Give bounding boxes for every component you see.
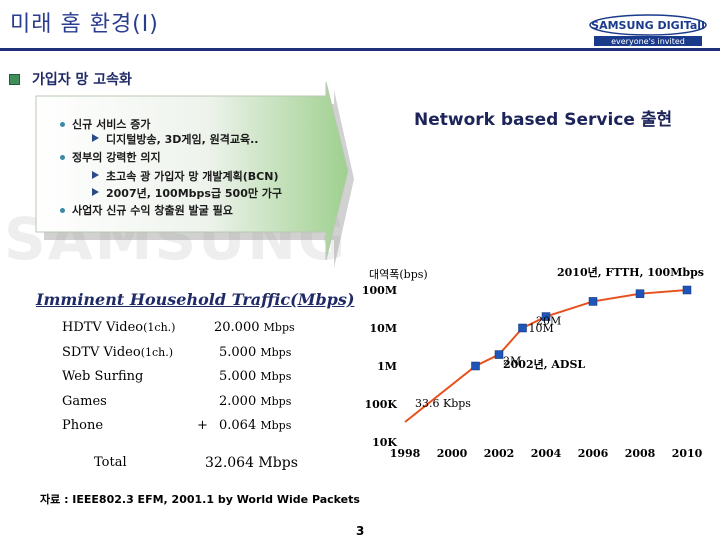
annotation-label: 2002년, ADSL (503, 357, 585, 371)
bullet-dot-icon (60, 208, 65, 213)
sub-bullet-arrow-icon (92, 134, 99, 142)
traffic-row-value: 2.000 Mbps (219, 394, 292, 409)
bullet-item: 사업자 신규 수익 창출원 발굴 필요 (72, 204, 233, 217)
x-tick-label: 1998 (390, 447, 421, 460)
data-point (471, 361, 480, 371)
traffic-row-value: 5.000 Mbps (219, 369, 292, 384)
bullet-dot-icon (60, 155, 65, 160)
sub-bullet-arrow-icon (92, 171, 99, 179)
traffic-total-label: Total (94, 455, 127, 470)
data-point (541, 312, 551, 321)
slide-title: 미래 홈 환경(I) (10, 12, 159, 37)
x-tick-label: 2008 (625, 447, 656, 460)
x-tick-label: 2000 (437, 447, 468, 460)
sub-bullet-item: 초고속 광 가입자 망 개발계획(BCN) (106, 170, 279, 183)
square-bullet-icon (9, 74, 20, 85)
data-point (518, 323, 527, 333)
annotation-label: 2M (503, 355, 521, 368)
x-tick-label: 2004 (531, 447, 562, 460)
traffic-row-value: 20.000 Mbps (214, 320, 295, 335)
annotation-label: 33.6 Kbps (415, 397, 471, 410)
page-number: 3 (356, 524, 365, 538)
traffic-row-label: Web Surfing (62, 369, 144, 384)
bullet-dot-icon (60, 122, 65, 127)
annotation-label: 10M (529, 322, 554, 335)
title-divider (0, 48, 720, 51)
y-tick-label: 10K (372, 436, 397, 449)
y-tick-label: 100M (362, 284, 397, 297)
sub-bullet-item: 2007년, 100Mbps급 500만 가구 (106, 187, 283, 200)
x-tick-label: 2010 (672, 447, 703, 460)
traffic-row-value: 5.000 Mbps (219, 345, 292, 360)
arrow-shape (35, 81, 354, 268)
y-tick-label: 100K (364, 398, 397, 411)
annotation-label: 2010년, FTTH, 100Mbps (557, 265, 704, 279)
traffic-row-value: 0.064 Mbps (219, 418, 292, 433)
traffic-row-label: Games (62, 394, 107, 409)
samsung-digitall-logo: SAMSUNG DIGITall everyone's invited (589, 14, 707, 46)
data-point (588, 297, 598, 306)
svg-text:everyone's invited: everyone's invited (611, 37, 685, 46)
section-heading: 가입자 망 고속화 (32, 72, 132, 88)
x-tick-label: 2006 (578, 447, 609, 460)
bullet-item: 정부의 강력한 의지 (72, 151, 161, 164)
sub-bullet-arrow-icon (92, 188, 99, 196)
traffic-total-value: 32.064 Mbps (205, 455, 298, 471)
traffic-row-operator: + (197, 418, 208, 433)
data-point (635, 289, 645, 298)
traffic-row-label: Phone (62, 418, 104, 433)
source-note: 자료 : IEEE802.3 EFM, 2001.1 by World Wide… (40, 493, 360, 506)
y-axis-label: 대역폭(bps) (369, 268, 428, 281)
y-tick-label: 10M (370, 322, 397, 335)
x-tick-label: 2002 (484, 447, 515, 460)
traffic-row-label: HDTV Video(1ch.) (62, 320, 176, 335)
annotation-label: 20M (536, 315, 561, 328)
bullet-item: 신규 서비스 증가 (72, 118, 151, 131)
data-point (682, 285, 692, 295)
y-tick-label: 1M (377, 360, 397, 373)
bandwidth-chart: 대역폭(bps) 10K 100K 1M 10M 100M 1998 2000 2002 2004… (362, 265, 704, 460)
sub-bullet-item: 디지털방송, 3D게임, 원격교육.. (106, 133, 259, 146)
callout-text: Network based Service 출현 (414, 110, 673, 130)
traffic-heading: Imminent Household Traffic(Mbps) (36, 290, 355, 309)
data-point (494, 350, 504, 359)
svg-text:SAMSUNG DIGITall: SAMSUNG DIGITall (591, 19, 705, 32)
traffic-row-label: SDTV Video(1ch.) (62, 345, 174, 360)
